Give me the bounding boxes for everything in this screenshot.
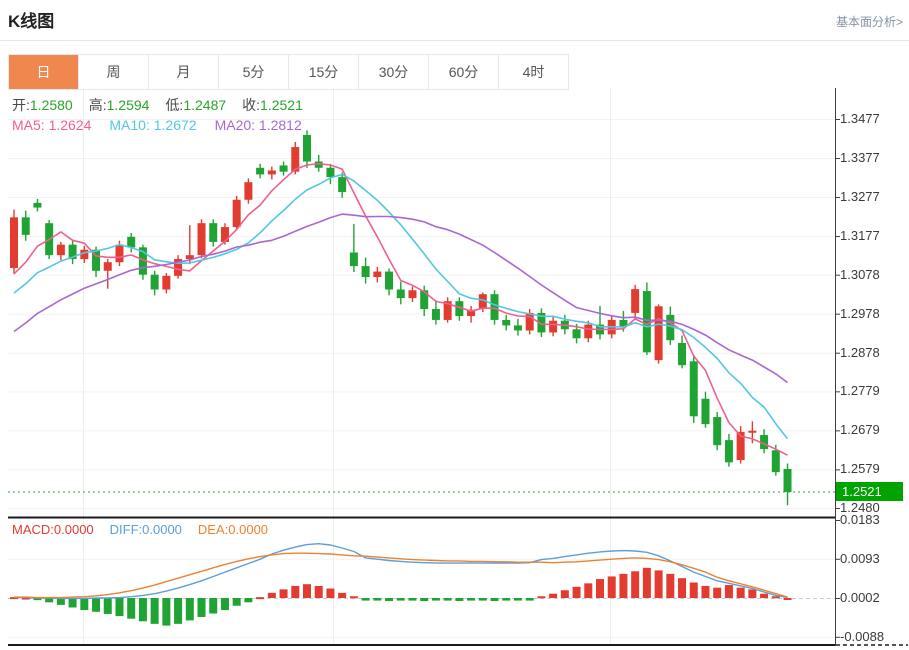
tab-4时[interactable]: 4时 xyxy=(522,64,545,80)
period-tabs: 日周月 5分 15分 30分 60分 4时 xyxy=(8,54,569,90)
price-tick-label: 1.2779 xyxy=(840,383,880,399)
page-title: K线图 xyxy=(8,12,55,31)
price-tick-label: 1.2579 xyxy=(840,461,880,477)
high-label: 高: xyxy=(88,97,107,113)
ohlc-legend: 开:1.2580 高:1.2594 低:1.2487 收:1.2521 xyxy=(12,95,319,115)
fundamental-analysis-link[interactable]: 基本面分析> xyxy=(835,15,903,29)
tab-15分[interactable]: 15分 xyxy=(289,55,359,89)
price-tick-label: 1.2878 xyxy=(840,344,880,360)
tab-30分[interactable]: 30分 xyxy=(359,55,429,89)
open-value: 1.2580 xyxy=(29,97,73,113)
price-tick-label: 1.2978 xyxy=(840,305,880,321)
ma5-value: MA5: 1.2624 xyxy=(12,117,92,133)
title-divider xyxy=(0,40,909,41)
current-price-tag: 1.2521 xyxy=(836,482,903,501)
macd-tick-label: -0.0088 xyxy=(840,628,885,644)
ma-legend: MA5: 1.2624 MA10: 1.2672 MA20: 1.2812 xyxy=(12,117,302,133)
price-tick-label: 1.3078 xyxy=(840,266,880,282)
dea-value: DEA:0.0000 xyxy=(197,522,269,537)
price-tick-label: 1.3477 xyxy=(840,111,880,126)
low-value: 1.2487 xyxy=(183,97,227,113)
price-tick-label: 1.2679 xyxy=(840,422,880,438)
macd-legend: MACD:0.0000 DIFF:0.0000 DEA:0.0000 xyxy=(12,522,268,537)
close-value: 1.2521 xyxy=(260,97,303,113)
macd-value: MACD:0.0000 xyxy=(12,522,94,537)
tab-日[interactable]: 日 xyxy=(9,55,79,89)
ma20-value: MA20: 1.2812 xyxy=(214,117,302,133)
macd-tick-label: 0.0093 xyxy=(840,550,880,566)
price-tick-label: 1.3377 xyxy=(840,150,880,166)
kline-chart[interactable]: 开:1.2580 高:1.2594 低:1.2487 收:1.2521 MA5: 1.… xyxy=(0,88,909,650)
macd-tick-label: 0.0183 xyxy=(840,512,880,527)
chart-canvas[interactable] xyxy=(0,88,909,650)
low-label: 低: xyxy=(165,97,184,113)
price-tick-label: 1.2480 xyxy=(840,500,880,515)
tab-月[interactable]: 月 xyxy=(149,55,219,89)
macd-tick-label: 0.0002 xyxy=(840,590,880,605)
price-tick-label: 1.3277 xyxy=(840,189,880,205)
tab-60分[interactable]: 60分 xyxy=(429,55,499,89)
price-tick-label: 1.3177 xyxy=(840,228,880,244)
open-label: 开: xyxy=(12,97,30,113)
ma10-value: MA10: 1.2672 xyxy=(109,117,197,133)
high-value: 1.2594 xyxy=(106,97,150,113)
close-label: 收: xyxy=(242,97,261,113)
tab-5分[interactable]: 5分 xyxy=(219,55,289,89)
tab-周[interactable]: 周 xyxy=(79,55,149,89)
diff-value: DIFF:0.0000 xyxy=(109,522,182,537)
